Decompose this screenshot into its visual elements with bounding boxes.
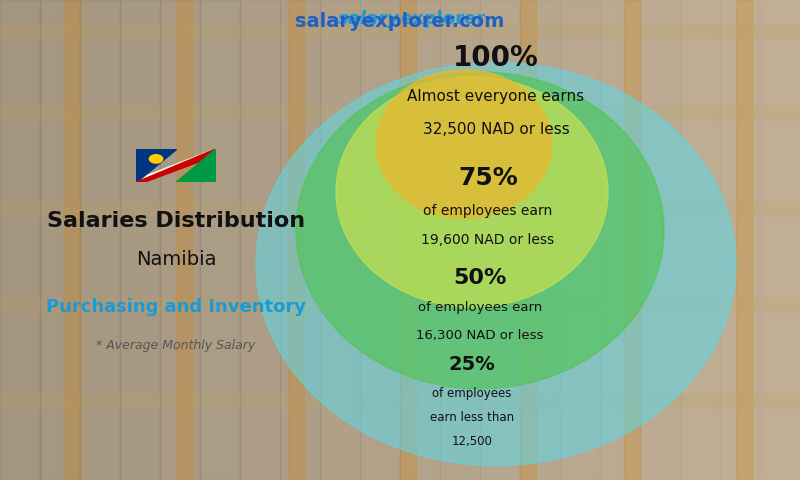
Bar [0, 0, 40, 480]
Bar [240, 0, 280, 480]
Bar [440, 0, 480, 480]
Text: salary: salary [338, 10, 400, 28]
Bar [560, 0, 600, 480]
Bar [0, 298, 800, 312]
Bar [720, 0, 760, 480]
Bar [280, 0, 320, 480]
Bar [680, 0, 720, 480]
Bar [80, 0, 120, 480]
Text: earn less than: earn less than [430, 411, 514, 424]
Text: 25%: 25% [449, 355, 495, 374]
Bar [176, 0, 192, 480]
Ellipse shape [336, 77, 608, 307]
Bar [520, 0, 536, 480]
Bar [64, 0, 80, 480]
Bar [736, 0, 752, 480]
Text: 16,300 NAD or less: 16,300 NAD or less [416, 329, 544, 343]
Bar [0, 106, 800, 120]
Bar [120, 0, 160, 480]
Ellipse shape [376, 70, 552, 218]
Text: of employees earn: of employees earn [418, 300, 542, 314]
Text: of employees earn: of employees earn [423, 204, 553, 218]
Bar [160, 0, 200, 480]
Text: 12,500: 12,500 [451, 435, 493, 448]
Bar [600, 0, 640, 480]
Text: 50%: 50% [454, 268, 506, 288]
Bar [40, 0, 80, 480]
Text: Namibia: Namibia [136, 250, 216, 269]
Text: 32,500 NAD or less: 32,500 NAD or less [422, 122, 570, 137]
Ellipse shape [256, 62, 736, 466]
Text: Purchasing and Inventory: Purchasing and Inventory [46, 298, 306, 316]
Bar [760, 0, 800, 480]
Bar [360, 0, 400, 480]
Text: * Average Monthly Salary: * Average Monthly Salary [96, 339, 256, 352]
Bar [0, 24, 800, 38]
Bar [0, 394, 800, 408]
Bar [400, 0, 416, 480]
Bar [320, 0, 360, 480]
Ellipse shape [296, 72, 664, 389]
Text: 100%: 100% [453, 44, 539, 72]
Bar [520, 0, 560, 480]
Text: 19,600 NAD or less: 19,600 NAD or less [422, 233, 554, 247]
Text: salaryexplorer.com: salaryexplorer.com [295, 12, 505, 31]
Bar [0, 202, 800, 216]
Text: Almost everyone earns: Almost everyone earns [407, 88, 585, 104]
Bar [200, 0, 240, 480]
Bar [640, 0, 680, 480]
Text: of employees: of employees [432, 387, 512, 400]
Bar [624, 0, 640, 480]
Bar [480, 0, 520, 480]
Text: 75%: 75% [458, 166, 518, 190]
Bar [400, 0, 440, 480]
Bar [288, 0, 304, 480]
Text: explorer: explorer [400, 10, 485, 28]
Text: Salaries Distribution: Salaries Distribution [47, 211, 305, 231]
